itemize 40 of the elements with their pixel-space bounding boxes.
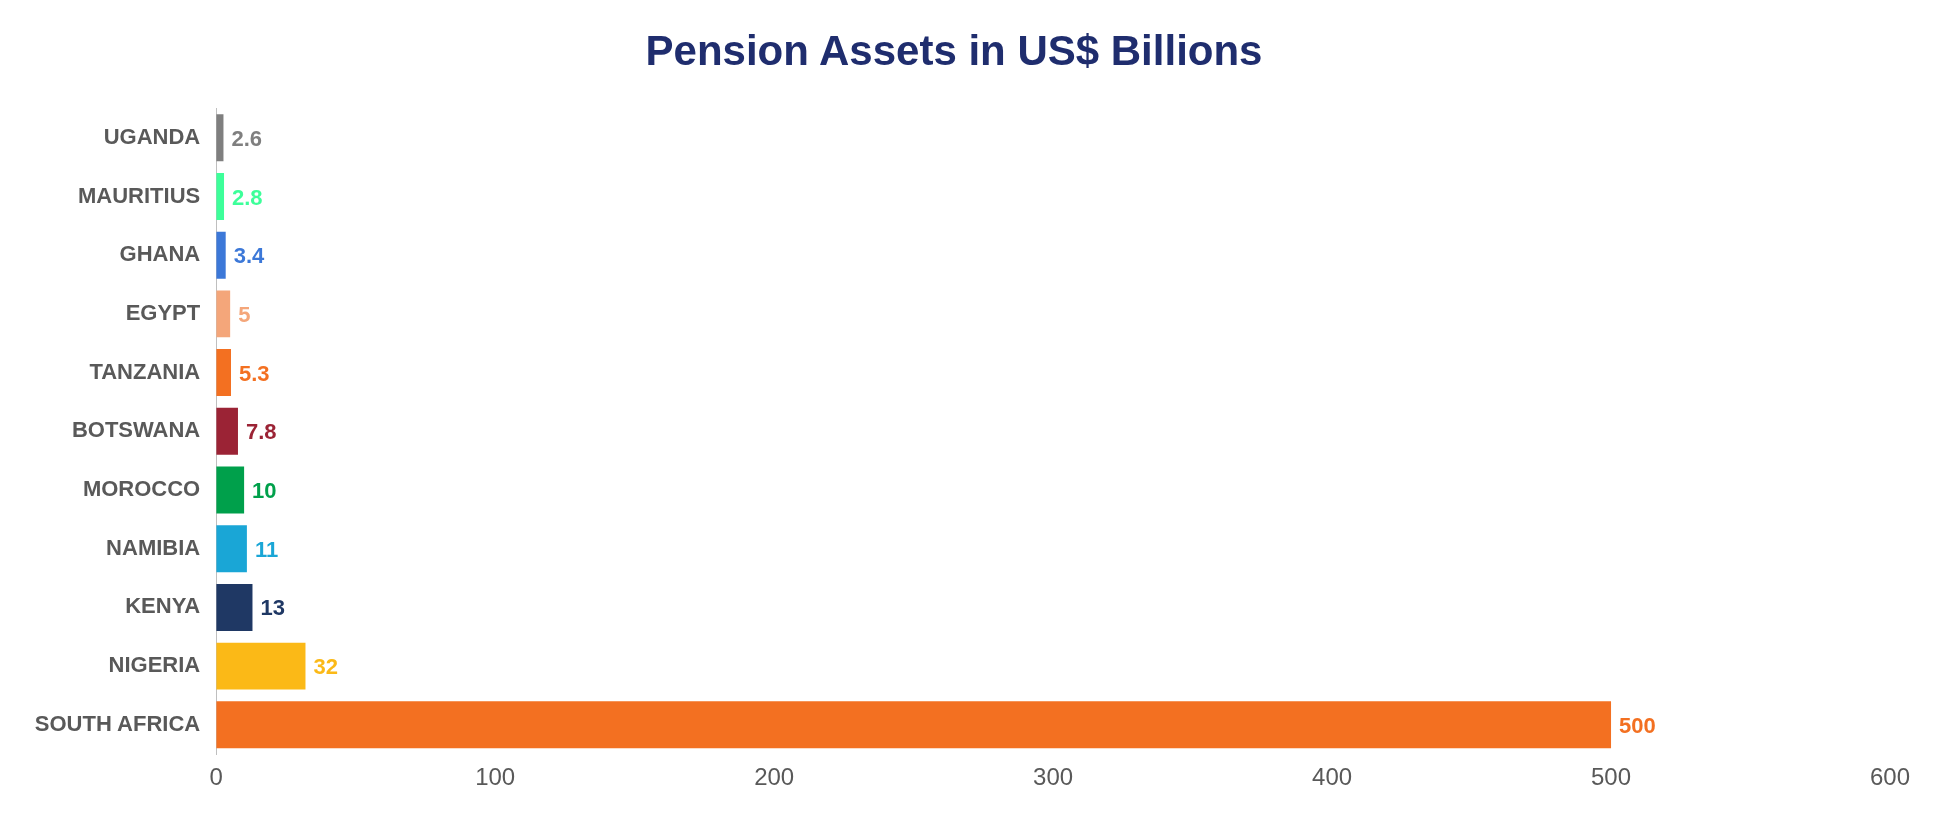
data-label: 13 — [260, 595, 285, 621]
bar — [216, 349, 231, 397]
data-label: 7.8 — [245, 419, 277, 445]
bar — [216, 583, 253, 631]
x-tick-label: 0 — [209, 763, 223, 791]
x-tick-label: 300 — [1033, 763, 1074, 791]
bar — [216, 172, 225, 220]
data-label: 5.3 — [239, 360, 270, 386]
x-tick-label: 200 — [754, 763, 795, 791]
bar — [216, 701, 1612, 749]
data-label: 10 — [252, 478, 277, 504]
data-label: 3.4 — [233, 243, 266, 269]
y-tick-label: TANZANIA — [89, 358, 201, 384]
y-tick-label: MOROCCO — [82, 476, 201, 502]
y-tick-label: GHANA — [119, 241, 201, 267]
data-label: 2.8 — [232, 184, 263, 210]
y-tick-label: KENYA — [125, 593, 201, 619]
y-tick-label: EGYPT — [125, 299, 201, 325]
chart-title: Pension Assets in US$ Billions — [645, 26, 1263, 74]
bar — [216, 642, 306, 690]
y-tick-label: SOUTH AFRICA — [34, 710, 201, 736]
x-tick-label: 500 — [1591, 763, 1632, 791]
x-tick-label: 600 — [1869, 763, 1911, 791]
bar — [216, 290, 231, 338]
y-tick-label: NAMIBIA — [106, 534, 201, 560]
y-tick-label: UGANDA — [103, 123, 201, 149]
data-label: 11 — [254, 536, 279, 562]
data-label: 2.6 — [231, 125, 263, 151]
bar — [216, 466, 245, 514]
bar — [216, 231, 226, 279]
y-tick-label: BOTSWANA — [71, 417, 201, 443]
y-tick-label: NIGERIA — [108, 652, 201, 678]
data-label: 32 — [313, 654, 338, 680]
x-tick-label: 400 — [1312, 763, 1353, 791]
data-label: 5 — [238, 301, 251, 327]
data-label: 500 — [1619, 712, 1656, 738]
x-tick-label: 100 — [475, 763, 516, 791]
bar — [216, 525, 247, 573]
y-tick-label: MAURITIUS — [78, 182, 201, 208]
bar — [216, 407, 238, 455]
